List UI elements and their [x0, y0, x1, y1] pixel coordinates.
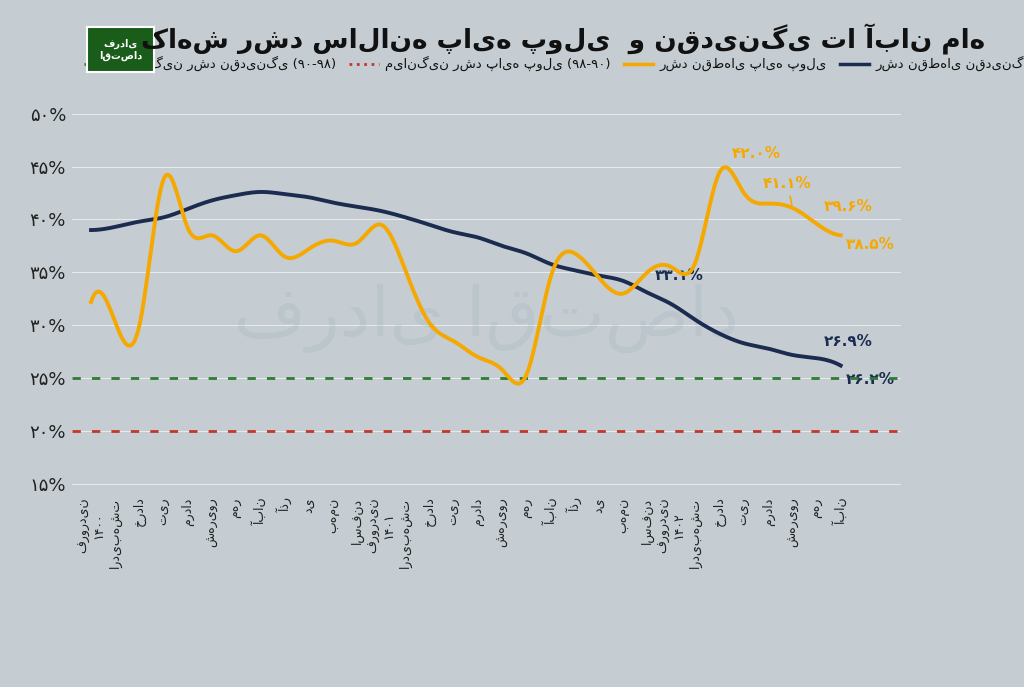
Text: فردای
اقتصاد: فردای اقتصاد: [98, 38, 142, 61]
Text: فردای اقتصاد: فردای اقتصاد: [233, 284, 739, 353]
Text: ۴۲.۰%: ۴۲.۰%: [732, 146, 781, 161]
Text: ۳۹.۶%: ۳۹.۶%: [823, 199, 872, 214]
Text: ۳۳.۱%: ۳۳.۱%: [654, 268, 703, 283]
Text: کاهش رشد سالانه پایه پولی  و نقدینگی تا آبان ماه: کاهش رشد سالانه پایه پولی و نقدینگی تا آ…: [141, 24, 985, 55]
Text: ۲۶.۲%: ۲۶.۲%: [846, 372, 895, 387]
Legend: میانگین رشد نقدینگی (۹۰-۹۸), میانگین رشد پایه پولی (۹۸-۹۰), رشد نقطه‌ای پایه پول: میانگین رشد نقدینگی (۹۰-۹۸), میانگین رشد…: [78, 51, 1024, 77]
Text: ۲۶.۹%: ۲۶.۹%: [823, 335, 872, 350]
Text: ۴۱.۱%: ۴۱.۱%: [763, 176, 812, 205]
Text: ۳۸.۵%: ۳۸.۵%: [846, 237, 894, 252]
